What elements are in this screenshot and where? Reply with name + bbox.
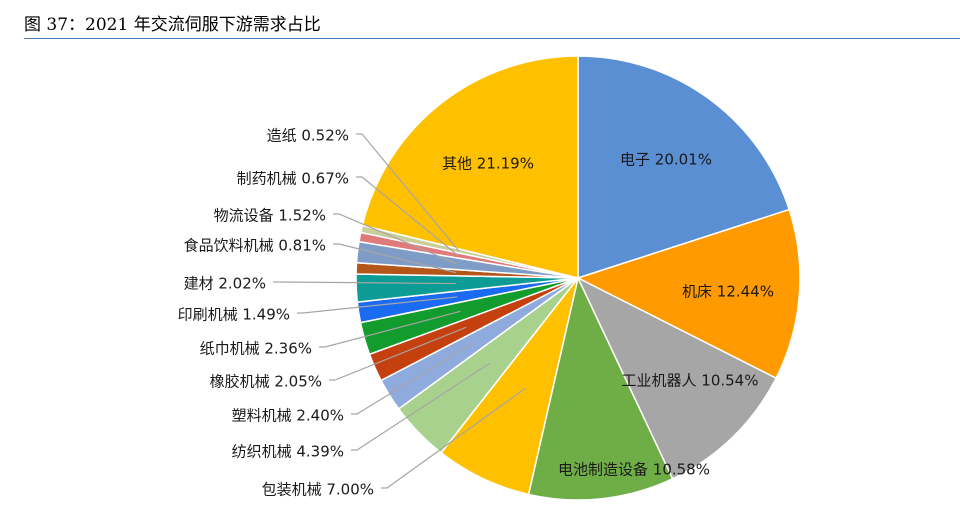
leader-line bbox=[333, 243, 457, 274]
pie-slice bbox=[577, 55, 791, 280]
leader-line bbox=[329, 326, 467, 381]
pie-slice bbox=[361, 55, 579, 279]
slice-label: 物流设备 1.52% bbox=[214, 207, 326, 225]
leader-line bbox=[333, 213, 457, 265]
slice-label: 造纸 0.52% bbox=[267, 127, 349, 145]
pie-slice bbox=[527, 275, 674, 501]
slice-label: 食品饮料机械 0.81% bbox=[184, 237, 326, 255]
pie-slice bbox=[576, 208, 801, 380]
leader-line bbox=[351, 362, 491, 451]
leader-line bbox=[297, 296, 458, 314]
slice-label: 纸巾机械 2.36% bbox=[200, 340, 312, 358]
slice-label: 工业机器人 10.54% bbox=[622, 372, 759, 390]
leader-lines bbox=[273, 133, 526, 489]
slice-label: 机床 12.44% bbox=[682, 283, 774, 301]
leader-line bbox=[356, 176, 459, 256]
leader-line bbox=[356, 133, 460, 252]
slice-label: 电子 20.01% bbox=[620, 151, 712, 169]
pie-slices bbox=[355, 55, 801, 501]
slice-label: 纺织机械 4.39% bbox=[232, 443, 344, 461]
leader-line bbox=[381, 387, 526, 489]
slice-label: 塑料机械 2.40% bbox=[232, 407, 344, 425]
leader-line bbox=[273, 281, 457, 285]
leader-line bbox=[319, 310, 461, 348]
pie-slice bbox=[576, 276, 778, 480]
slice-label: 电池制造设备 10.58% bbox=[558, 461, 710, 479]
slice-label: 建材 2.02% bbox=[184, 275, 266, 293]
slice-label: 制药机械 0.67% bbox=[237, 170, 349, 188]
slice-label: 印刷机械 1.49% bbox=[178, 306, 290, 324]
slice-label: 橡胶机械 2.05% bbox=[210, 373, 322, 391]
title-divider bbox=[24, 38, 960, 39]
figure-title: 图 37：2021 年交流伺服下游需求占比 bbox=[24, 15, 321, 35]
slice-label: 包装机械 7.00% bbox=[262, 481, 374, 499]
slice-label: 其他 21.19% bbox=[442, 155, 534, 173]
slice-labels: 电子 20.01% 机床 12.44% 工业机器人 10.54% 电池制造设备 10.… bbox=[178, 127, 774, 499]
leader-line bbox=[351, 341, 475, 415]
